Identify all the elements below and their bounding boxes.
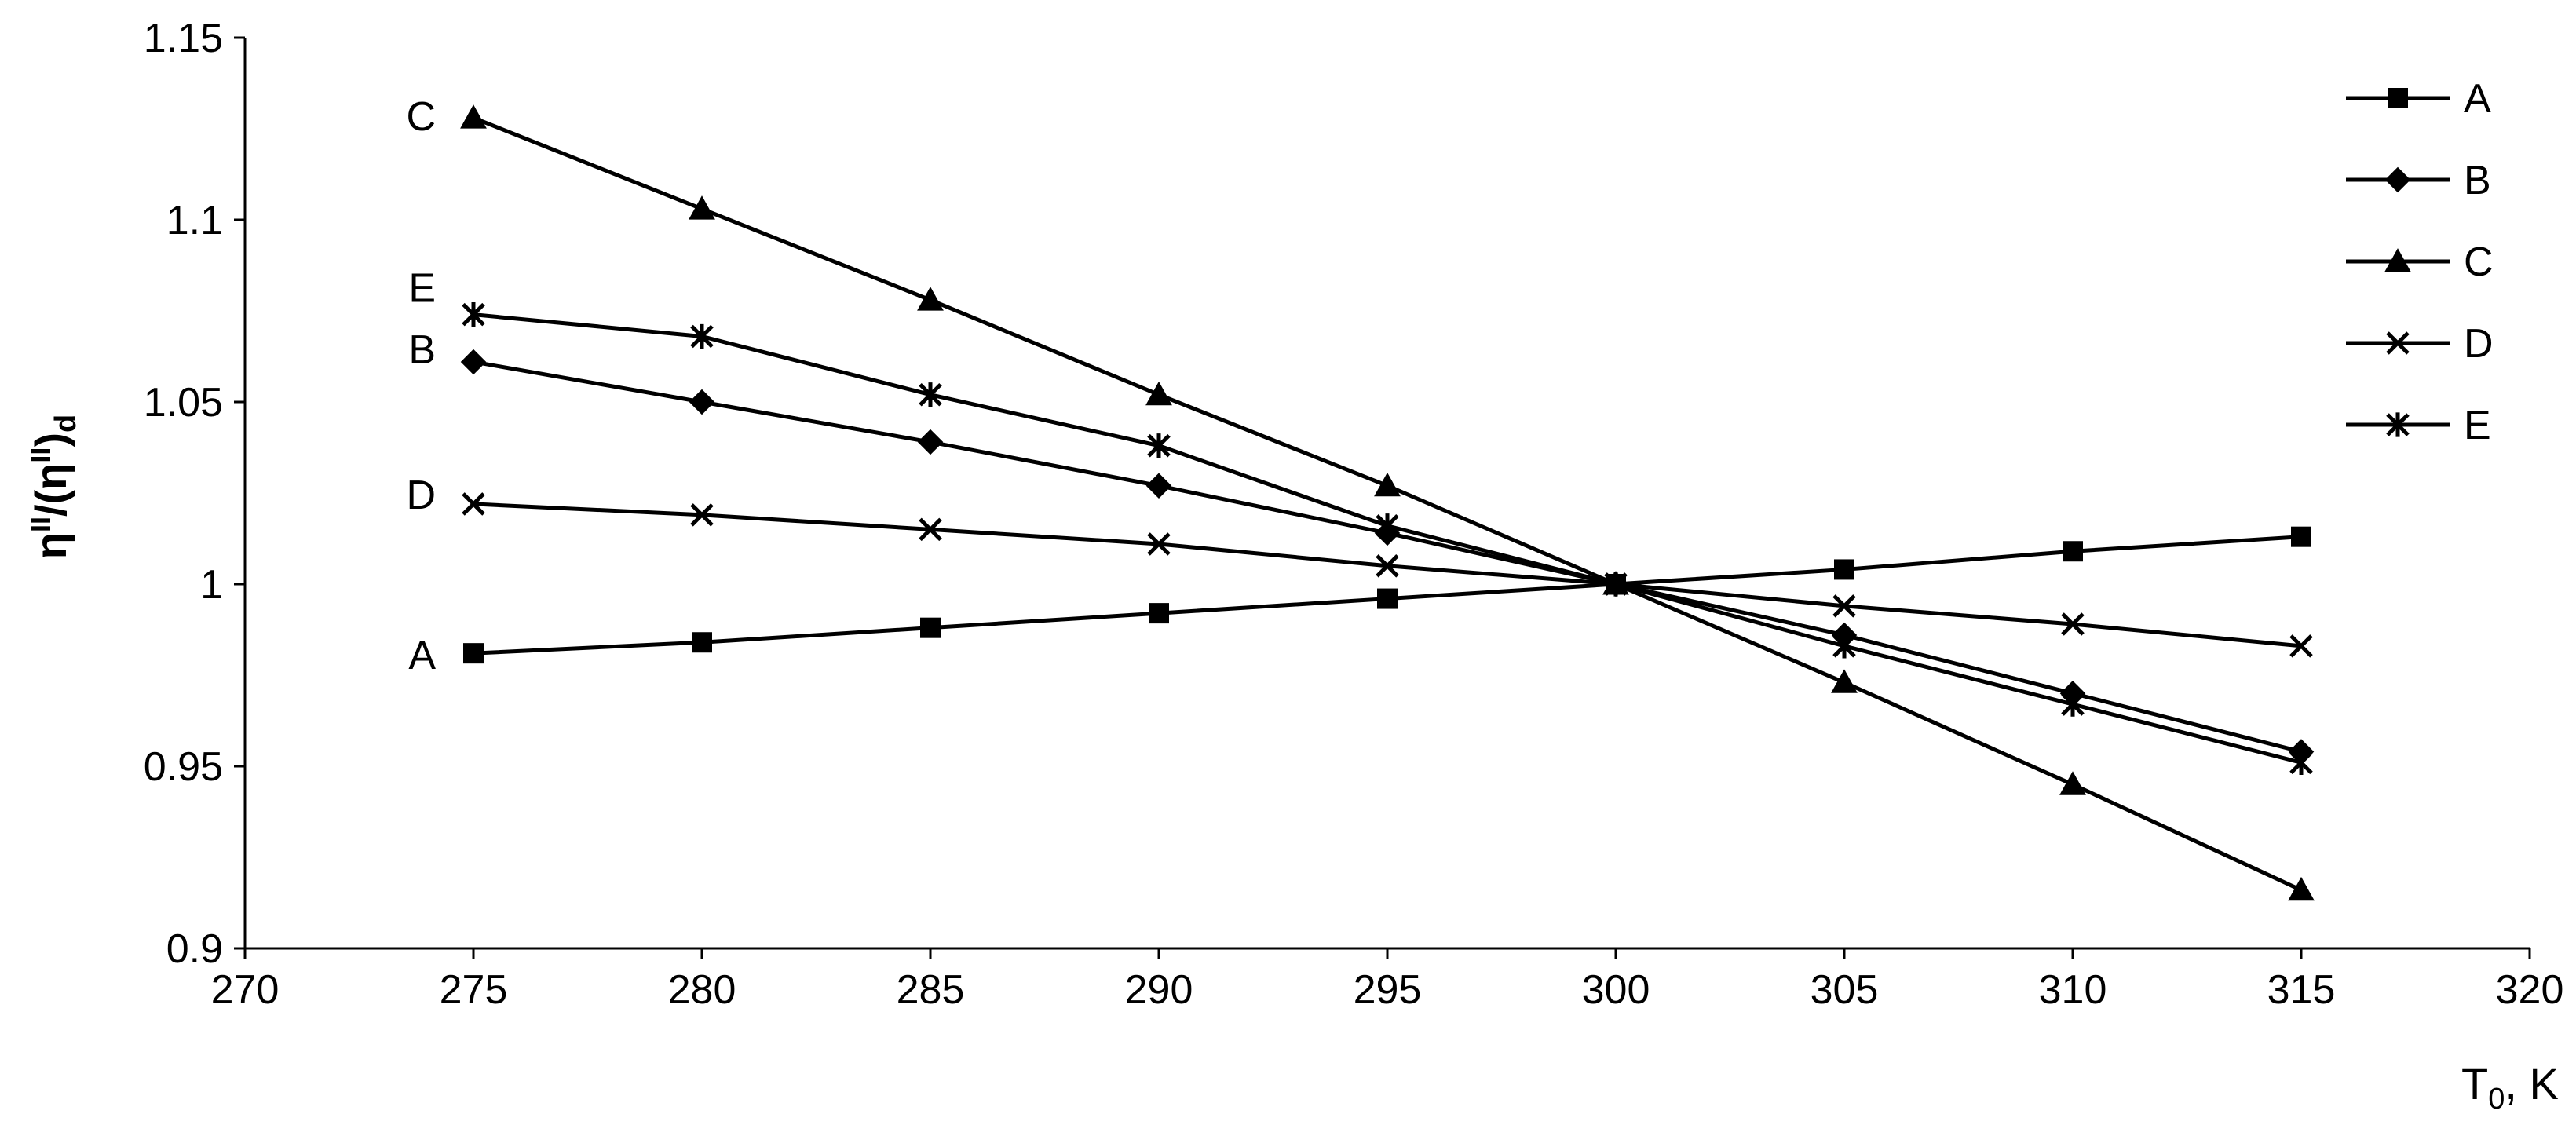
data-point-E (1832, 634, 1856, 659)
data-point-A (2063, 541, 2083, 562)
data-point-A (1377, 588, 1398, 609)
x-tick-label: 310 (2039, 967, 2107, 1013)
data-point-D (1376, 554, 1399, 578)
annotation-A: A (408, 633, 436, 678)
annotation-B: B (408, 327, 436, 373)
x-tick-label: 315 (2267, 967, 2336, 1013)
legend-label: A (2464, 76, 2491, 122)
x-tick-label: 270 (211, 967, 280, 1013)
legend-marker-E (2386, 412, 2410, 437)
series-lines (473, 115, 2303, 893)
y-tick-label: 0.95 (144, 744, 223, 790)
legend-marker-C (2384, 248, 2411, 272)
data-point-C (1831, 669, 1858, 693)
data-point-E (1147, 433, 1171, 458)
x-tick-label: 290 (1125, 967, 1193, 1013)
data-point-C (460, 104, 487, 129)
y-axis-title-eta: η (26, 532, 75, 559)
data-point-C (689, 195, 715, 220)
data-point-A (692, 632, 712, 653)
series-line-C (473, 115, 2303, 893)
data-point-E (1604, 572, 1628, 597)
series-annotations: C EB D A (406, 94, 436, 678)
legend-label: B (2464, 158, 2491, 203)
data-point-C (1374, 472, 1401, 497)
data-point-B (917, 429, 944, 455)
data-point-A (463, 643, 484, 664)
legend-label: E (2464, 403, 2491, 448)
y-tick-label: 1.1 (166, 198, 223, 243)
data-point-E (462, 302, 485, 327)
y-tick-label: 0.9 (166, 926, 223, 972)
data-point-C (1145, 381, 1172, 406)
legend-label: D (2464, 321, 2494, 367)
x-axis-title-main: T (2461, 1059, 2488, 1109)
legend-item-E: E (2346, 403, 2491, 448)
data-point-E (690, 323, 714, 349)
data-point-D (1147, 532, 1171, 556)
y-axis-title-mid: /(η (26, 463, 75, 517)
data-point-A (1149, 603, 1169, 624)
legend-item-B: B (2346, 158, 2491, 203)
y-axis-title: ηII/(ηII)d (24, 415, 82, 560)
x-tick-label: 305 (1811, 967, 1879, 1013)
x-axis-title: T0, K (2461, 1059, 2559, 1116)
x-ticks: 270 275 280 285 290 295 300 305 310 315 320 (211, 948, 2564, 1013)
data-point-E (2289, 750, 2313, 775)
y-ticks: 0.9 0.95 1 1.05 1.1 1.15 (144, 16, 245, 972)
data-point-B (689, 389, 715, 415)
data-point-B (460, 349, 487, 375)
data-point-E (1376, 513, 1399, 539)
legend-item-A: A (2346, 76, 2491, 122)
x-tick-label: 295 (1354, 967, 1422, 1013)
legend-marker-B (2384, 166, 2411, 193)
data-point-C (2288, 876, 2315, 901)
data-point-A (2291, 526, 2311, 547)
data-point-A (1834, 559, 1854, 580)
y-axis-title-close: ) (26, 433, 75, 447)
x-tick-label: 300 (1582, 967, 1650, 1013)
y-tick-label: 1 (200, 562, 223, 608)
y-axis-title-superscript: II (24, 517, 57, 532)
y-tick-label: 1.05 (144, 380, 223, 426)
legend-marker-D (2386, 331, 2410, 355)
data-point-D (919, 517, 942, 542)
annotation-C: C (406, 94, 436, 140)
legend-label: C (2464, 239, 2494, 285)
series-markers (460, 104, 2315, 901)
x-tick-label: 280 (668, 967, 736, 1013)
data-point-D (2061, 612, 2085, 636)
x-axis-title-rest: , K (2505, 1059, 2558, 1109)
y-axis-title-superscript-2: II (24, 447, 57, 463)
x-tick-label: 275 (440, 967, 508, 1013)
data-point-D (690, 503, 714, 527)
data-point-E (2061, 692, 2085, 717)
y-axis-title-subscript: d (49, 415, 82, 433)
data-point-C (917, 287, 944, 311)
annotation-E: E (408, 266, 436, 312)
x-axis-title-subscript: 0 (2488, 1083, 2505, 1116)
y-tick-label: 1.15 (144, 16, 223, 61)
x-tick-label: 320 (2496, 967, 2564, 1013)
data-point-C (2059, 771, 2086, 795)
data-point-D (462, 492, 485, 516)
annotation-D: D (406, 473, 436, 518)
data-point-E (919, 382, 942, 407)
data-point-A (920, 617, 941, 638)
x-tick-label: 285 (897, 967, 965, 1013)
legend-item-C: C (2346, 239, 2494, 285)
legend-item-D: D (2346, 321, 2494, 367)
data-point-B (1145, 473, 1172, 499)
data-point-D (1832, 594, 1856, 618)
data-point-D (2289, 634, 2313, 658)
legend-marker-A (2388, 88, 2408, 108)
